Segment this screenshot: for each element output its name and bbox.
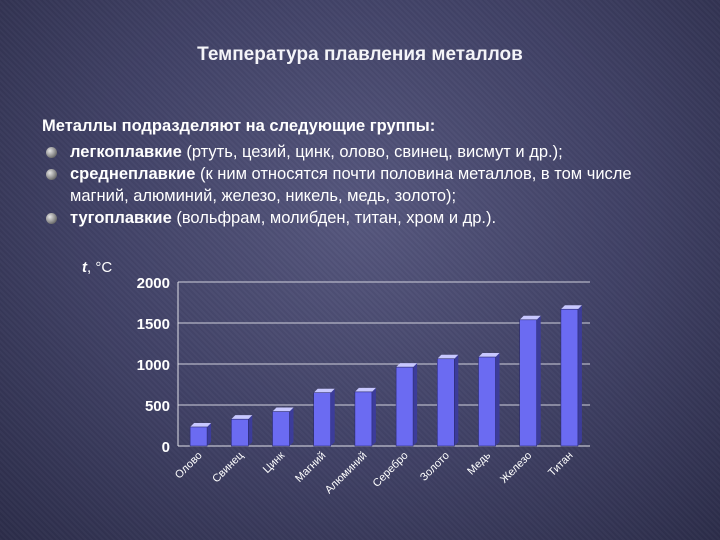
bar-top (313, 388, 335, 393)
bar-top (190, 422, 212, 427)
group-item-high: тугоплавкие (вольфрам, молибден, титан, … (44, 207, 684, 229)
bar (478, 356, 496, 447)
y-axis-variable: t (82, 259, 87, 276)
group-name: среднеплавкие (70, 165, 196, 183)
bar (560, 308, 579, 447)
bullet-icon (46, 213, 57, 224)
bar-side (454, 354, 459, 446)
y-tick-label: 1000 (137, 357, 170, 374)
bar-side (330, 388, 335, 446)
group-desc: (вольфрам, молибден, титан, хром и др.). (171, 209, 497, 227)
bar-side (577, 305, 582, 446)
bar-side (371, 387, 376, 446)
bar-top (396, 363, 418, 368)
bullet-icon (46, 147, 57, 158)
bar (313, 392, 332, 447)
x-tick-label: Свинец (210, 449, 246, 485)
x-tick-label: Медь (465, 449, 493, 477)
x-tick-label: Магний (293, 450, 328, 485)
intro-text: Металлы подразделяют на следующие группы… (42, 117, 436, 135)
group-item-medium: среднеплавкие (к ним относятся почти пол… (44, 163, 684, 207)
x-tick-label: Олово (173, 450, 205, 482)
x-tick-label: Серебро (371, 450, 411, 490)
bar-side (413, 363, 418, 446)
y-tick-label: 1500 (137, 316, 170, 333)
bar-top (231, 415, 253, 420)
metal-groups-list: легкоплавкие (ртуть, цезий, цинк, олово,… (44, 141, 684, 229)
group-item-low: легкоплавкие (ртуть, цезий, цинк, олово,… (44, 141, 684, 163)
group-name: легкоплавкие (70, 143, 182, 161)
bar (189, 426, 208, 447)
bar-top (478, 353, 500, 358)
bar-side (289, 407, 294, 446)
y-tick-label: 500 (145, 398, 170, 415)
bar (395, 366, 414, 447)
bar-side (248, 415, 253, 446)
x-tick-label: Титан (546, 450, 575, 479)
x-tick-label: Алюминий (323, 450, 370, 497)
y-axis-unit: , °C (87, 259, 113, 276)
group-desc: (ртуть, цезий, цинк, олово, свинец, висм… (181, 143, 563, 161)
x-tick-label: Цинк (261, 450, 287, 476)
bullet-icon (46, 169, 57, 180)
x-tick-label: Железо (498, 450, 534, 486)
bar (354, 391, 373, 447)
group-name: тугоплавкие (70, 209, 172, 227)
y-tick-label: 0 (162, 439, 170, 456)
bar-top (354, 387, 376, 392)
bar-side (536, 315, 541, 446)
x-tick-label: Золото (418, 450, 452, 484)
y-axis-label: t, °C (82, 259, 112, 276)
bar (436, 358, 455, 447)
bar-side (495, 353, 500, 446)
bar (231, 418, 249, 447)
bar-top (272, 407, 294, 412)
bar-top (519, 315, 541, 320)
bar-top (437, 354, 459, 359)
bar (272, 411, 290, 447)
bar (519, 319, 538, 447)
group-desc: (к ним относятся почти половина металлов… (70, 165, 632, 205)
bar-side (207, 422, 212, 446)
slide-title: Температура плавления металлов (197, 44, 523, 65)
bar-top (560, 305, 582, 310)
y-tick-label: 2000 (137, 275, 170, 292)
